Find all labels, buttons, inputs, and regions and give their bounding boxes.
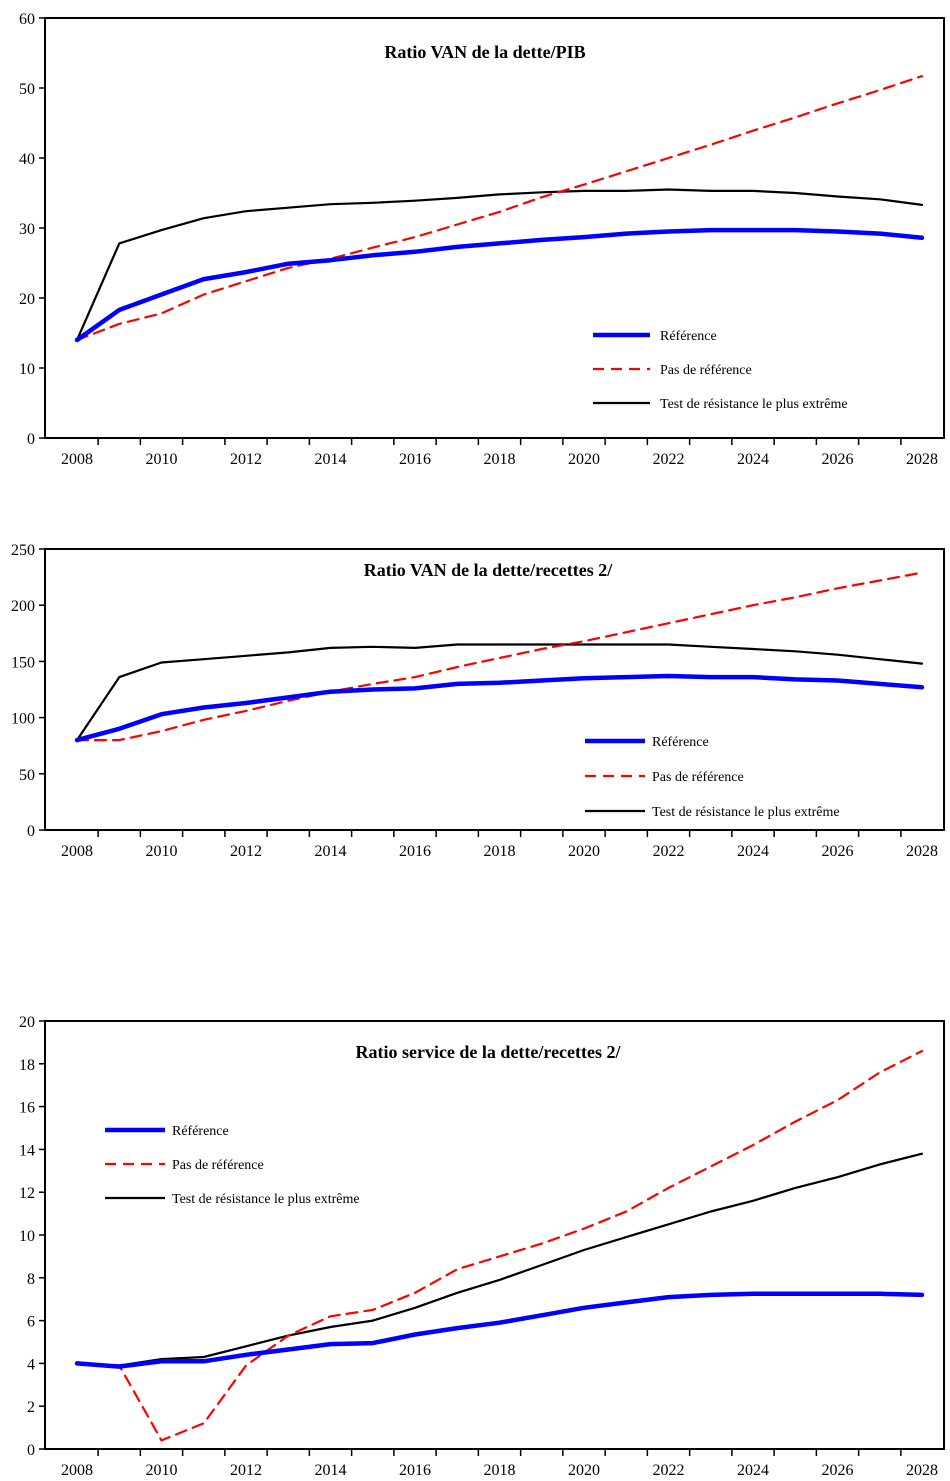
y-tick-label: 200 [11, 598, 35, 615]
x-tick-label: 2010 [146, 1462, 178, 1479]
y-tick-label: 14 [19, 1142, 35, 1159]
x-tick-label: 2022 [653, 451, 685, 468]
legend: Référence Pas de référence Test de résista… [105, 1124, 360, 1207]
x-tick-label: 2008 [61, 843, 93, 860]
y-tick-label: 18 [19, 1057, 35, 1074]
y-tick-label: 0 [27, 431, 35, 448]
y-tick-label: 150 [11, 654, 35, 671]
x-tick-label: 2018 [484, 451, 516, 468]
x-tick-label: 2012 [230, 451, 262, 468]
y-tick-label: 2 [27, 1399, 35, 1416]
x-tick-label: 2012 [230, 843, 262, 860]
y-tick-label: 20 [19, 1014, 35, 1031]
x-tick-label: 2012 [230, 1462, 262, 1479]
x-tick-label: 2010 [146, 451, 178, 468]
x-tick-label: 2014 [315, 451, 347, 468]
series-line-2 [75, 74, 924, 342]
x-tick-label: 2008 [61, 1462, 93, 1479]
y-tick-label: 20 [19, 291, 35, 308]
legend-label: Pas de référence [652, 770, 744, 785]
x-tick-label: 2024 [737, 451, 769, 468]
x-tick-label: 2028 [906, 843, 938, 860]
series-line-2 [75, 1049, 924, 1442]
y-tick-label: 10 [19, 1228, 35, 1245]
chart-1: 0 10 20 30 40 50 60 2008 2010 2012 2014 2016 2018 202… [19, 11, 945, 468]
x-tick-label: 2022 [653, 843, 685, 860]
x-tick-label: 2016 [399, 451, 431, 468]
y-tick-label: 0 [27, 823, 35, 840]
y-tick-label: 40 [19, 151, 35, 168]
x-tick-label: 2022 [653, 1462, 685, 1479]
x-tick-label: 2014 [315, 1462, 347, 1479]
x-tick-label: 2024 [737, 843, 769, 860]
legend-label: Pas de référence [660, 363, 752, 378]
legend-label: Référence [652, 735, 709, 750]
legend-label: Test de résistance le plus extrême [652, 805, 840, 820]
x-tick-label: 2020 [568, 451, 600, 468]
x-tick-label: 2016 [399, 1462, 431, 1479]
x-tick-label: 2020 [568, 1462, 600, 1479]
legend-label: Référence [172, 1124, 229, 1139]
plot-frame [44, 1020, 945, 1450]
y-tick-label: 4 [27, 1356, 35, 1373]
y-tick-label: 50 [19, 81, 35, 98]
x-tick-label: 2028 [906, 1462, 938, 1479]
x-tick-label: 2016 [399, 843, 431, 860]
y-tick-label: 16 [19, 1100, 35, 1117]
x-tick-label: 2026 [822, 1462, 854, 1479]
series-line-3 [75, 1152, 924, 1367]
legend-label: Test de résistance le plus extrême [172, 1192, 360, 1207]
plot-frame [44, 17, 945, 439]
y-tick-label: 100 [11, 711, 35, 728]
y-tick-label: 10 [19, 361, 35, 378]
series-line-1 [74, 227, 925, 343]
legend: Référence Pas de référence Test de résista… [593, 329, 848, 412]
y-tick-label: 6 [27, 1314, 35, 1331]
x-tick-label: 2018 [484, 843, 516, 860]
legend-label: Pas de référence [172, 1158, 264, 1173]
series-line-1 [74, 1291, 925, 1369]
x-tick-label: 2010 [146, 843, 178, 860]
chart-title: Ratio VAN de la dette/PIB [384, 42, 585, 62]
x-tick-label: 2028 [906, 451, 938, 468]
y-tick-label: 60 [19, 11, 35, 28]
legend-label: Référence [660, 329, 717, 344]
plot-frame [44, 548, 945, 831]
y-tick-label: 50 [19, 767, 35, 784]
y-tick-label: 30 [19, 221, 35, 238]
legend: Référence Pas de référence Test de résista… [585, 735, 840, 820]
y-tick-label: 0 [27, 1442, 35, 1459]
series-line-1 [74, 673, 925, 743]
chart-title: Ratio service de la dette/recettes 2/ [355, 1042, 621, 1062]
x-tick-label: 2008 [61, 451, 93, 468]
x-tick-label: 2014 [315, 843, 347, 860]
legend-label: Test de résistance le plus extrême [660, 397, 848, 412]
y-tick-label: 12 [19, 1185, 35, 1202]
chart-3: 0 2 4 6 8 10 12 14 16 18 20 2008 2010 2012 2014 2016 201… [19, 1014, 945, 1479]
chart-title: Ratio VAN de la dette/recettes 2/ [364, 560, 613, 580]
x-tick-label: 2018 [484, 1462, 516, 1479]
series-line-3 [75, 643, 924, 742]
y-tick-label: 8 [27, 1271, 35, 1288]
chart-2: 0 50 100 150 200 250 2008 2010 2012 2014 2016 2018 2… [11, 542, 945, 860]
series-line-2 [75, 571, 924, 742]
x-tick-label: 2024 [737, 1462, 769, 1479]
x-tick-label: 2026 [822, 843, 854, 860]
series-line-3 [75, 188, 924, 342]
x-tick-label: 2026 [822, 451, 854, 468]
x-tick-label: 2020 [568, 843, 600, 860]
y-tick-label: 250 [11, 542, 35, 559]
